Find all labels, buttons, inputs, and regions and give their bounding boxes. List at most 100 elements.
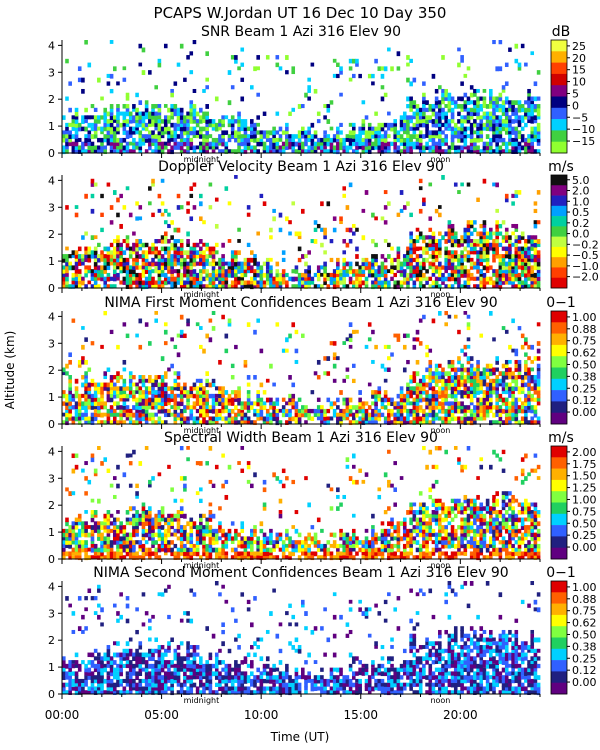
data-cell	[364, 280, 369, 285]
data-cell	[109, 483, 114, 488]
data-cell	[476, 149, 480, 155]
data-cell	[167, 269, 171, 274]
data-cell	[345, 416, 350, 421]
data-cell	[170, 134, 174, 138]
data-cell	[310, 137, 315, 143]
data-cell	[527, 382, 531, 387]
data-cell	[157, 58, 162, 63]
data-cell	[310, 280, 315, 285]
data-cell	[428, 182, 433, 187]
data-cell	[138, 344, 143, 350]
data-cell	[527, 137, 531, 143]
data-cell	[138, 517, 143, 522]
data-cell	[148, 70, 152, 75]
data-cell	[511, 254, 515, 259]
data-cell	[495, 208, 499, 213]
data-field	[62, 40, 541, 155]
data-cell	[479, 254, 484, 259]
data-cell	[281, 145, 286, 150]
data-cell	[517, 149, 522, 154]
data-cell	[336, 276, 340, 281]
data-cell	[530, 149, 535, 154]
data-cell	[396, 66, 401, 71]
data-cell	[358, 145, 362, 150]
data-cell	[221, 242, 225, 248]
data-cell	[186, 390, 190, 395]
data-cell	[316, 284, 321, 289]
data-cell	[100, 397, 104, 402]
data-cell	[199, 386, 203, 391]
data-cell	[154, 250, 158, 255]
data-cell	[434, 130, 439, 136]
data-cell	[186, 397, 190, 402]
data-cell	[466, 378, 471, 384]
data-cell	[183, 257, 187, 262]
data-cell	[154, 311, 158, 315]
data-cell	[122, 265, 127, 270]
data-cell	[418, 386, 423, 391]
data-cell	[425, 276, 429, 281]
data-cell	[514, 119, 519, 124]
data-cell	[406, 122, 410, 128]
data-cell	[412, 420, 417, 425]
data-cell	[301, 149, 305, 154]
data-cell	[332, 352, 337, 358]
data-cell	[485, 122, 490, 127]
data-cell	[157, 510, 162, 515]
data-cell	[243, 134, 248, 139]
data-cell	[336, 416, 340, 421]
data-cell	[406, 416, 410, 422]
data-cell	[425, 269, 429, 274]
data-cell	[323, 104, 327, 109]
data-cell	[132, 547, 136, 553]
data-cell	[428, 382, 433, 388]
data-cell	[141, 532, 146, 537]
data-cell	[202, 254, 206, 259]
data-cell	[489, 145, 493, 150]
data-cell	[138, 276, 143, 281]
data-cell	[460, 239, 464, 244]
data-cell	[514, 235, 519, 240]
data-cell	[450, 386, 455, 391]
data-cell	[240, 280, 245, 286]
colorbar: 5.02.01.00.50.20.0−0.2−0.5−1.0−2.0	[550, 174, 599, 289]
data-cell	[482, 367, 487, 372]
data-cell	[377, 272, 382, 278]
data-cell	[463, 416, 468, 422]
data-cell	[489, 137, 493, 142]
data-cell	[211, 280, 216, 286]
data-cell	[128, 212, 133, 218]
data-cell	[530, 265, 535, 270]
data-cell	[173, 246, 178, 251]
data-cell	[186, 115, 190, 120]
data-cell	[122, 390, 127, 395]
data-cell	[466, 111, 471, 116]
data-cell	[138, 318, 143, 324]
data-cell	[492, 371, 496, 376]
data-cell	[473, 104, 477, 109]
data-cell	[406, 261, 410, 266]
data-cell	[240, 47, 245, 52]
data-cell	[466, 100, 471, 106]
data-cell	[170, 242, 174, 248]
data-cell	[237, 269, 241, 274]
data-cell	[313, 220, 318, 225]
data-cell	[81, 382, 85, 388]
data-cell	[186, 137, 190, 143]
data-cell	[116, 235, 120, 240]
data-cell	[495, 130, 499, 135]
data-cell	[186, 272, 190, 278]
data-cell	[409, 96, 413, 101]
data-cell	[348, 227, 353, 233]
data-cell	[246, 269, 251, 274]
data-cell	[527, 145, 531, 150]
data-cell	[218, 401, 222, 406]
data-cell	[434, 276, 439, 281]
data-cell	[453, 371, 458, 376]
data-cell	[387, 242, 391, 248]
data-cell	[163, 540, 168, 544]
data-cell	[189, 126, 194, 132]
data-cell	[230, 261, 235, 267]
data-cell	[536, 261, 541, 267]
